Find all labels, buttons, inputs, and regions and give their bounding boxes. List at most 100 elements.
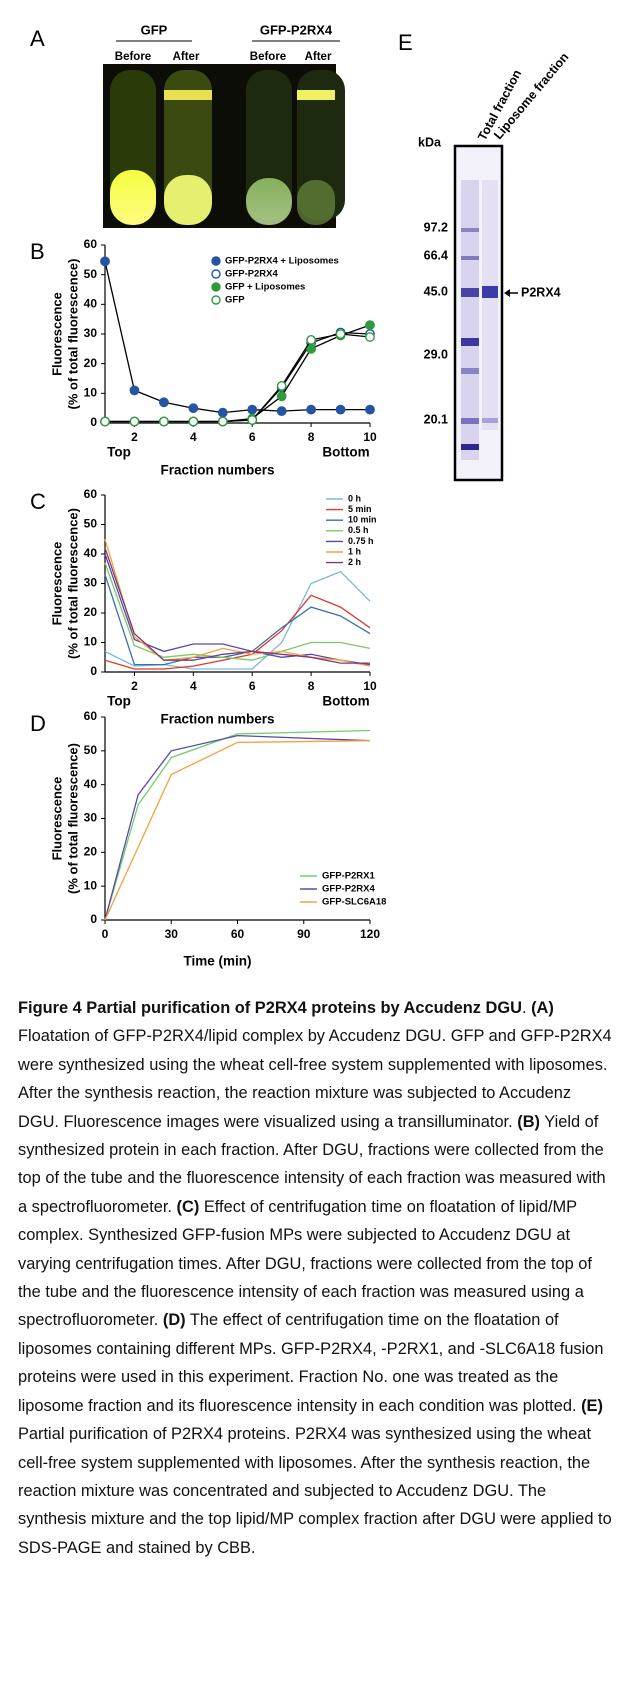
legend-label: 10 min [348,515,377,525]
data-point [276,381,287,391]
group-label: GFP-P2RX4 [260,22,333,37]
series-line [105,333,371,423]
data-point [188,416,199,427]
data-point [129,416,140,427]
y-tick-label: 20 [84,605,98,619]
x-tick-label: 4 [190,679,197,693]
data-point [365,404,375,415]
data-point [365,320,375,330]
series-line [104,740,371,921]
panel-letter: C [30,489,46,514]
data-point [306,343,317,354]
x-tick-label: 2 [131,679,138,693]
series-line [104,553,371,666]
series-line [104,539,371,667]
series-line [104,734,371,921]
x-tick-label: 8 [308,679,315,693]
y-tick-label: 20 [84,845,98,859]
legend-marker [211,282,221,292]
x-end-label: Top [107,694,131,709]
data-point [158,416,169,427]
caption-text: Partial purification of P2RX4 proteins. … [18,1425,612,1557]
series-line [104,570,371,670]
y-tick-label: 40 [84,777,98,791]
legend-label: GFP-P2RX1 [322,871,376,882]
tube-photo [103,64,345,228]
y-tick-label: 0 [90,415,97,429]
caption-text: Effect of centrifugation time on floatat… [18,1197,592,1330]
y-tick-label: 50 [84,267,98,281]
y-tick-label: 30 [84,811,98,825]
series-line [104,562,371,661]
caption: Figure 4 Partial purification of P2RX4 p… [18,994,616,1562]
panel-letter: B [30,239,45,264]
data-point [217,407,228,418]
caption-label: (C) [176,1197,200,1216]
caption-text: Yield of synthesized protein in each fra… [18,1112,606,1216]
legend-label: GFP + Liposomes [225,282,305,293]
data-point [129,385,140,396]
x-tick-label: 6 [249,430,256,444]
tube-label: After [305,51,332,63]
panel-letter: A [30,26,45,51]
y-tick-label: 10 [84,386,98,400]
marker-label: 45.0 [424,284,448,298]
legend-marker [211,295,221,305]
y-tick-label: 60 [84,709,98,723]
legend-label: 2 h [348,557,361,567]
arrow-label: P2RX4 [521,285,561,299]
x-tick-label: 10 [363,430,377,444]
series-line [105,324,371,423]
series-line [104,594,371,670]
caption-label: (D) [162,1311,186,1330]
data-point [306,404,317,415]
x-tick-label: 0 [102,927,109,941]
tube-label: Before [250,51,286,63]
data-point [276,406,287,417]
legend-marker [211,269,221,279]
legend-marker [211,256,221,266]
y-axis-title: Fluorescence [49,777,64,861]
series-line [105,331,371,423]
y-axis-title: Fluorescence [49,292,64,376]
y-axis-title: (% of total fluorescence) [65,743,80,894]
x-tick-label: 10 [363,679,377,693]
data-point [188,403,199,414]
x-tick-label: 8 [308,430,315,444]
legend-label: 0.5 h [348,525,369,535]
data-point [247,415,258,425]
x-axis-title: Fraction numbers [160,463,274,478]
data-point [247,404,258,415]
x-tick-label: 30 [165,927,179,941]
y-axis-title: (% of total fluorescence) [65,508,80,659]
panel-letter: E [398,30,413,55]
y-tick-label: 50 [84,517,98,531]
legend-label: 0.75 h [348,536,374,546]
x-tick-label: 4 [190,430,197,444]
group-label: GFP [141,22,168,37]
x-tick-label: 120 [360,927,380,941]
marker-label: 29.0 [424,347,448,361]
legend-label: GFP-P2RX4 [225,269,279,280]
y-tick-label: 0 [90,912,97,926]
data-point [100,416,110,427]
y-tick-label: 10 [84,878,98,892]
caption-label: (A) [531,999,554,1017]
y-tick-label: 20 [84,356,98,370]
data-point [306,335,317,345]
data-point [335,404,346,415]
data-point [100,256,110,267]
marker-label: 20.1 [424,412,448,426]
gel [453,144,504,482]
y-tick-label: 10 [84,635,98,649]
y-tick-label: 0 [90,664,97,678]
data-point [158,397,169,408]
x-axis-title: Fraction numbers [160,712,274,727]
y-tick-label: 40 [84,297,98,311]
x-end-label: Bottom [322,445,369,460]
unit-label: kDa [418,135,442,149]
marker-label: 66.4 [424,248,448,262]
data-point [276,391,287,402]
caption-label: (B) [517,1112,540,1131]
caption-title-end: . [521,999,527,1017]
